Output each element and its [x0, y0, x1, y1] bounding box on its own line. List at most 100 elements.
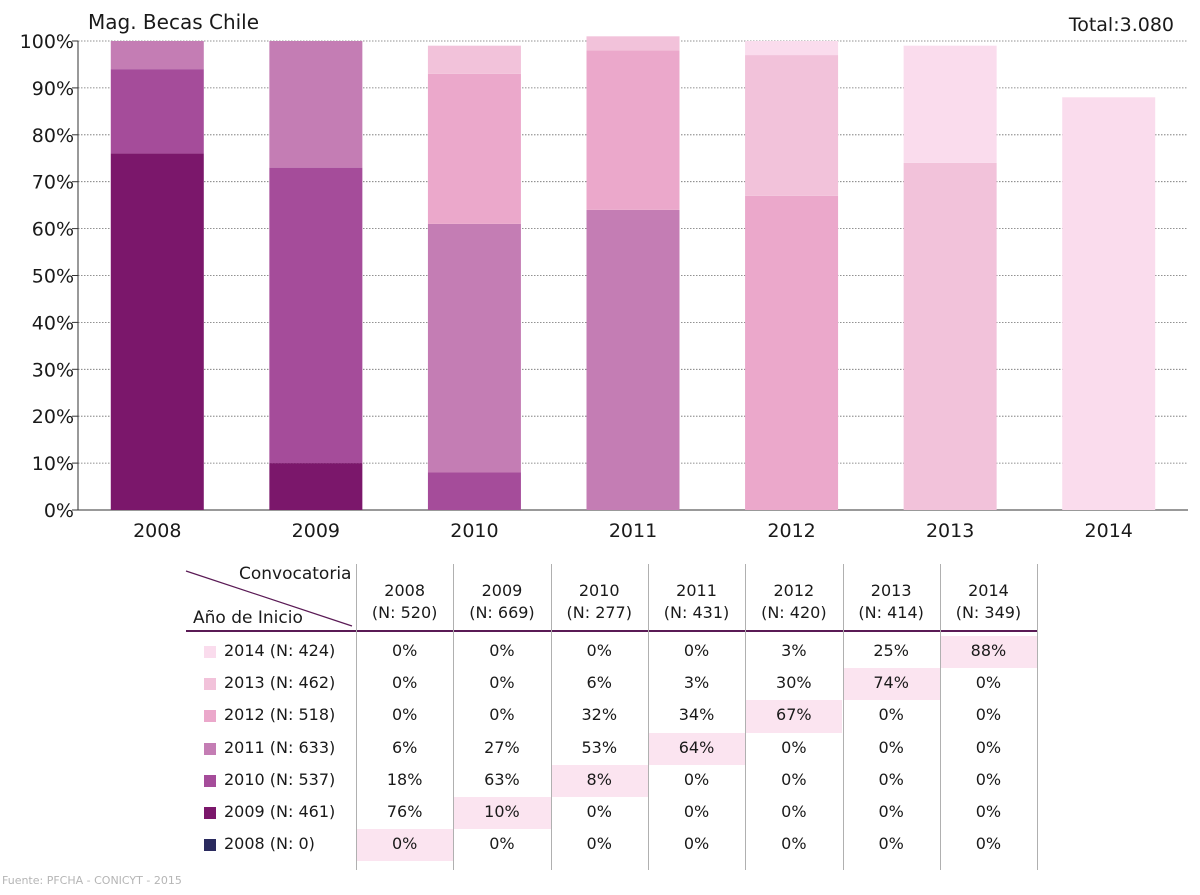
- legend-swatch: [204, 774, 216, 787]
- table-cell: 0%: [489, 705, 515, 725]
- header-anio-inicio: Año de Inicio: [193, 608, 303, 628]
- column-separator: [647, 564, 649, 870]
- legend-swatch: [204, 646, 216, 658]
- table-cell: 0%: [391, 705, 418, 725]
- x-tick-label: 2009: [292, 520, 340, 542]
- header-convocatoria: Convocatoria: [239, 564, 352, 584]
- bar-segment-2012-2014: [745, 41, 839, 56]
- y-tick-label: 20%: [32, 406, 74, 428]
- table-cell: 3%: [683, 673, 710, 693]
- column-separator: [939, 564, 941, 870]
- table-cell: 0%: [975, 737, 1002, 757]
- bar-segment-2009-2011: [269, 41, 363, 168]
- bar-segment-2011-2012: [586, 50, 680, 210]
- highlight-cell: [454, 797, 551, 830]
- legend-swatch: [204, 807, 216, 819]
- column-separator: [453, 564, 455, 870]
- table-cell: 0%: [878, 802, 904, 821]
- column-separator: [356, 564, 357, 870]
- column-separator: [842, 564, 844, 870]
- source-note: Fuente: PFCHA - CONICYT - 2015: [2, 874, 182, 887]
- table-cell: 67%: [776, 705, 812, 725]
- table-cell: 18%: [386, 769, 423, 789]
- row-label: 2011 (N: 633): [224, 737, 336, 757]
- column-header-year: 2012: [773, 581, 815, 600]
- table-cell: 0%: [586, 641, 612, 660]
- table-cell: 27%: [484, 737, 520, 757]
- x-tick-label: 2010: [450, 520, 498, 542]
- legend-swatch: [204, 839, 216, 852]
- row-label: 2013 (N: 462): [224, 673, 336, 693]
- column-header: 2009 (N: 669): [453, 580, 550, 624]
- table-cell: 0%: [781, 769, 807, 789]
- table-cell: 32%: [581, 705, 618, 725]
- bar-segment-2010-2010: [427, 472, 521, 510]
- column-separator: [550, 564, 552, 870]
- table-cell: 0%: [781, 802, 807, 821]
- column-header-n: (N: 420): [761, 603, 827, 622]
- row-label: 2010 (N: 537): [224, 769, 336, 789]
- y-tick-label: 0%: [44, 500, 74, 522]
- table-cell: 0%: [391, 834, 418, 854]
- column-header-n: (N: 414): [858, 603, 924, 622]
- column-separator: [1037, 564, 1039, 870]
- bar-segment-2012-2013: [745, 55, 839, 196]
- table-cell: 0%: [683, 641, 710, 660]
- table-cell: 0%: [975, 834, 1002, 854]
- x-tick-label: 2013: [926, 520, 974, 542]
- legend-swatch: [204, 678, 216, 691]
- column-header: 2010 (N: 277): [551, 580, 648, 624]
- highlight-cell: [843, 668, 940, 701]
- header-diagonal: [185, 570, 353, 627]
- table-cell: 88%: [970, 641, 1007, 660]
- table-cell: 25%: [873, 641, 909, 660]
- bar-segment-2011-2011: [586, 209, 680, 510]
- highlight-cell: [648, 732, 746, 765]
- y-tick-label: 80%: [32, 125, 74, 147]
- column-header-year: 2009: [481, 581, 523, 600]
- table-cell: 0%: [975, 769, 1002, 789]
- total-label: Total:3.080: [1068, 14, 1174, 36]
- bar-segment-2009-2009: [269, 463, 363, 510]
- bar-segment-2008-2011: [110, 41, 204, 70]
- column-header-year: 2008: [384, 581, 425, 600]
- column-header-year: 2010: [578, 581, 620, 600]
- bar-segment-2010-2013: [427, 45, 521, 74]
- table-cell: 34%: [678, 705, 715, 725]
- table-cell: 0%: [586, 802, 612, 821]
- bar-segment-2011-2013: [586, 36, 680, 51]
- table-cell: 30%: [776, 673, 812, 693]
- y-tick-label: 30%: [32, 359, 74, 381]
- stacked-bar-chart: 0% 10% 20% 30% 40% 50% 60% 70% 80% 90% 100% 2008 200…: [20, 31, 1188, 542]
- column-header: 2011 (N: 431): [648, 580, 745, 624]
- column-header-year: 2014: [968, 581, 1009, 600]
- bar-segment-2010-2011: [427, 223, 521, 473]
- column-header-year: 2011: [676, 581, 717, 600]
- highlight-cell: [940, 636, 1038, 669]
- table-cell: 0%: [489, 834, 515, 854]
- bar-segment-2013-2013: [903, 162, 997, 510]
- y-tick-label: 70%: [32, 172, 74, 194]
- table-cell: 0%: [781, 834, 807, 854]
- table-cell: 0%: [683, 834, 710, 854]
- column-header-n: (N: 520): [371, 603, 438, 622]
- table-cell: 3%: [781, 641, 807, 660]
- table-cell: 0%: [975, 802, 1002, 821]
- bar-segment-2012-2012: [745, 195, 839, 510]
- y-tick-label: 50%: [32, 266, 74, 288]
- table-cell: 76%: [386, 802, 423, 821]
- bar-segment-2010-2012: [427, 73, 521, 224]
- row-label: 2012 (N: 518): [224, 705, 336, 725]
- y-tick-label: 100%: [20, 31, 74, 53]
- column-header-n: (N: 669): [469, 603, 535, 622]
- table-cell: 0%: [489, 641, 515, 660]
- row-label: 2008 (N: 0): [224, 834, 315, 854]
- table-cell: 6%: [586, 673, 612, 693]
- y-tick-label: 40%: [32, 312, 74, 334]
- table-cell: 10%: [484, 802, 520, 821]
- bar-segment-2009-2010: [269, 167, 363, 464]
- column-header: 2013 (N: 414): [843, 580, 940, 624]
- bar-segment-2008-2009: [110, 153, 204, 510]
